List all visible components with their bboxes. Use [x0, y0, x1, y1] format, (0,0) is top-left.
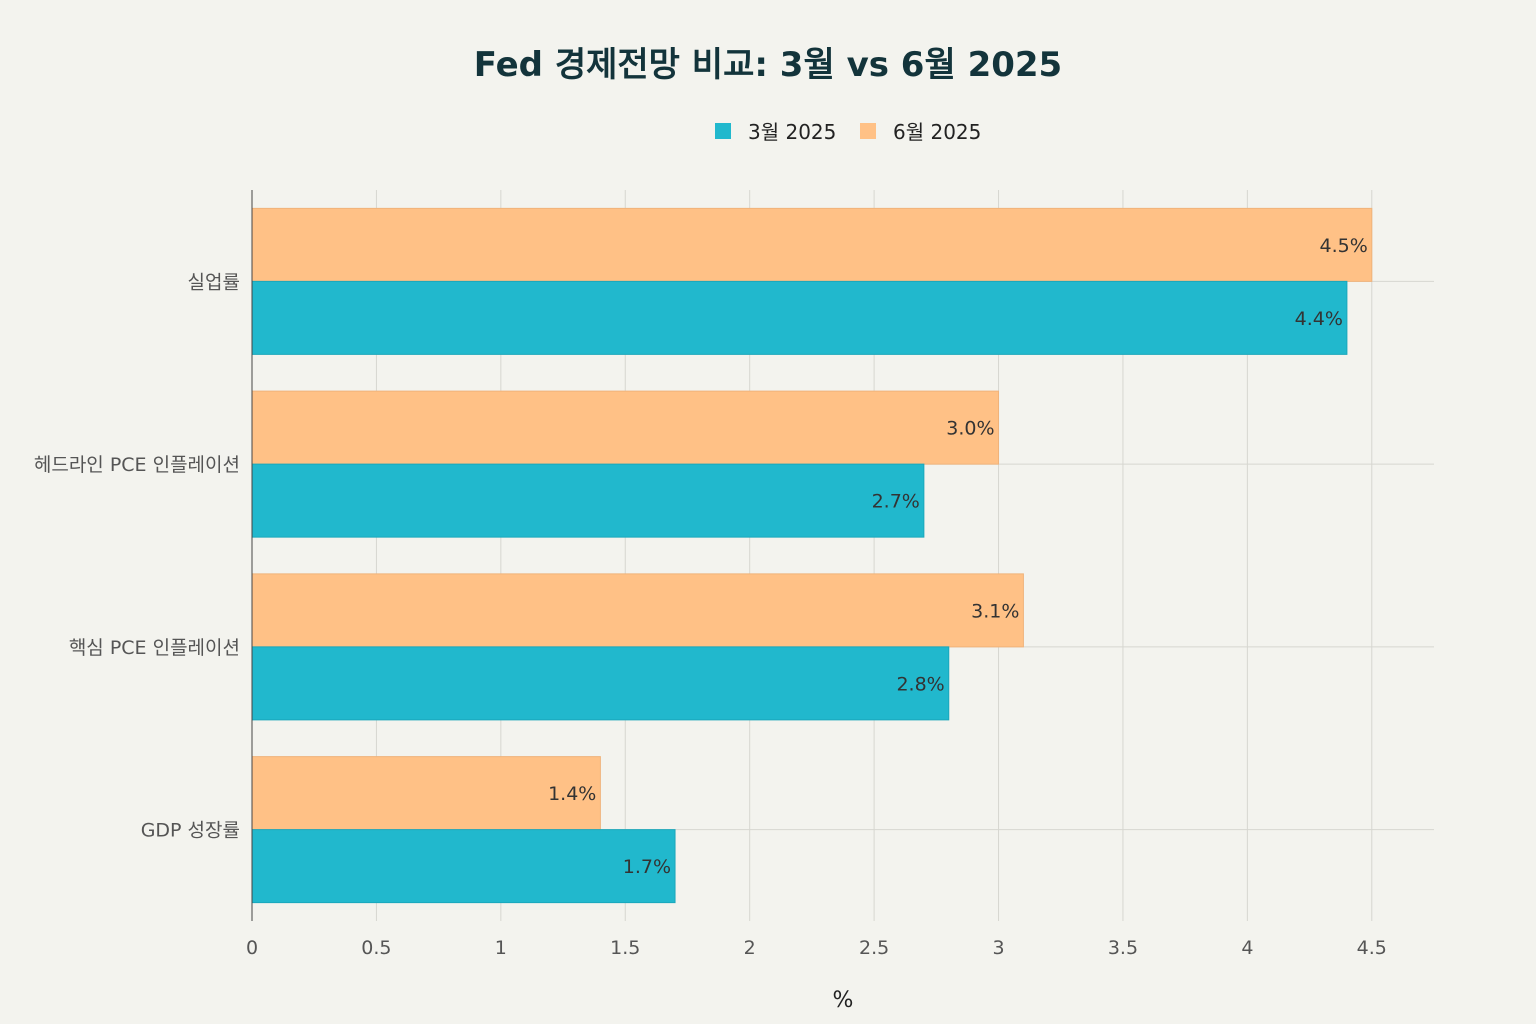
- x-tick-label: 1: [495, 937, 507, 959]
- bar-june: [251, 573, 1024, 648]
- category-label: 핵심 PCE 인플레이션: [69, 637, 240, 659]
- data-label: 3.1%: [971, 600, 1019, 622]
- category-label: GDP 성장률: [141, 820, 240, 842]
- data-label: 1.7%: [623, 856, 671, 878]
- bars: 4.5% 4.4% 3.0% 2.7% 3.1% 2.8% 1.4% 1.7%: [251, 207, 1373, 904]
- legend-label-june: 6월 2025: [893, 120, 981, 144]
- data-label: 3.0%: [946, 418, 994, 440]
- data-label: 2.8%: [896, 673, 944, 695]
- data-label: 4.5%: [1320, 235, 1368, 257]
- data-label: 1.4%: [548, 783, 596, 805]
- x-tick-label: 3.5: [1108, 937, 1138, 959]
- data-label: 2.7%: [872, 491, 920, 513]
- x-tick-label: 0: [246, 937, 258, 959]
- x-tick-label: 2.5: [859, 937, 889, 959]
- x-tick-label: 4: [1241, 937, 1253, 959]
- bar-june: [251, 207, 1373, 282]
- x-tick-label: 0.5: [361, 937, 391, 959]
- x-tick-label: 1.5: [610, 937, 640, 959]
- bar-june: [251, 390, 1000, 465]
- bar-march: [251, 829, 676, 904]
- x-axis-title: %: [833, 988, 854, 1013]
- bar-june: [251, 756, 601, 831]
- x-tick-label: 4.5: [1357, 937, 1387, 959]
- data-label: 4.4%: [1295, 308, 1343, 330]
- x-tick-label: 3: [992, 937, 1004, 959]
- legend-label-march: 3월 2025: [748, 120, 836, 144]
- bar-march: [251, 646, 950, 721]
- legend-swatch-june: [860, 123, 876, 139]
- category-label: 헤드라인 PCE 인플레이션: [34, 454, 240, 476]
- category-label: 실업률: [188, 271, 240, 293]
- x-axis-ticks: 0 0.5 1 1.5 2 2.5 3 3.5 4 4.5: [246, 937, 1387, 959]
- x-tick-label: 2: [744, 937, 756, 959]
- legend: 3월 2025 6월 2025: [715, 120, 981, 144]
- bar-march: [251, 280, 1348, 355]
- legend-swatch-march: [715, 123, 731, 139]
- chart-title: Fed 경제전망 비교: 3월 vs 6월 2025: [474, 45, 1062, 85]
- bar-march: [251, 463, 925, 538]
